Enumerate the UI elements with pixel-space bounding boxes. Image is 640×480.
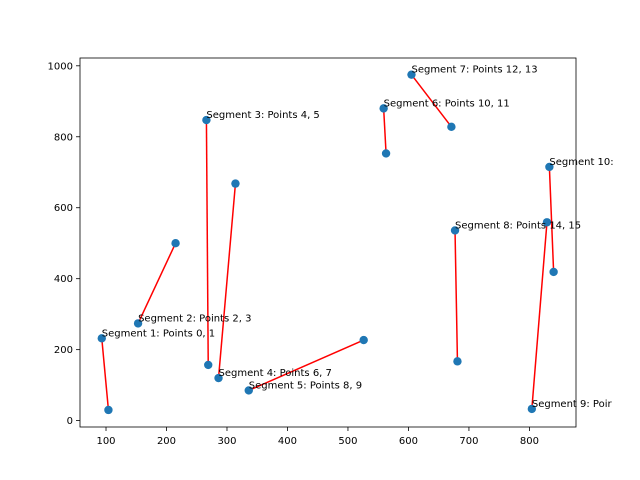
x-tick-label: 600 xyxy=(399,436,418,447)
data-point xyxy=(545,162,554,172)
segment-line xyxy=(205,120,209,365)
data-point xyxy=(381,149,391,158)
segment-line xyxy=(382,108,387,154)
segment-label: Segment 4: Points 6, 7 xyxy=(219,368,332,379)
y-axis: 0 200 400 600 800 1000 xyxy=(48,61,80,427)
segment-line xyxy=(531,222,548,409)
segment-label: Segment 8: Points 14, 15 xyxy=(455,220,581,231)
data-point xyxy=(204,360,213,370)
segment-line xyxy=(248,339,364,392)
segment-labels-layer: Segment 1: Points 0, 1 Segment 2: Points … xyxy=(102,65,614,410)
x-tick-label: 500 xyxy=(338,436,357,447)
data-point xyxy=(171,239,180,248)
segment-label: Segment 1: Points 0, 1 xyxy=(102,328,215,339)
plot-frame xyxy=(79,57,577,428)
x-tick-label: 700 xyxy=(459,436,478,447)
y-tick-label: 600 xyxy=(54,203,73,214)
points-layer xyxy=(97,70,558,415)
segment-label: Segment 6: Points 10, 11 xyxy=(384,98,510,109)
segment-line xyxy=(217,183,237,379)
y-tick-label: 200 xyxy=(54,345,73,356)
segments-layer xyxy=(101,74,555,411)
segment-line xyxy=(548,166,555,272)
data-point xyxy=(214,373,223,383)
data-point xyxy=(407,70,416,79)
x-tick-label: 100 xyxy=(96,436,115,447)
x-tick-label: 400 xyxy=(278,436,297,447)
segment-line xyxy=(101,338,110,411)
data-point xyxy=(379,104,388,113)
data-point xyxy=(450,226,460,235)
x-axis: 100 200 300 400 500 600 700 800 xyxy=(96,427,539,447)
segment-label: Segment 9: Poir xyxy=(532,399,613,410)
x-tick-label: 800 xyxy=(520,436,539,447)
x-tick-label: 300 xyxy=(217,436,236,447)
segment-label: Segment 2: Points 2, 3 xyxy=(138,313,251,324)
segment-line xyxy=(137,242,177,324)
x-tick-label: 200 xyxy=(157,436,176,447)
data-point xyxy=(244,386,253,395)
segment-label: Segment 7: Points 12, 13 xyxy=(411,65,537,76)
data-point xyxy=(202,115,211,125)
data-point xyxy=(453,357,462,366)
y-tick-label: 800 xyxy=(54,132,73,143)
data-point xyxy=(527,404,537,414)
segment-line xyxy=(410,74,452,128)
data-point xyxy=(231,179,240,188)
segment-label: Segment 10: xyxy=(549,157,613,168)
segment-label: Segment 5: Points 8, 9 xyxy=(249,380,362,391)
data-point xyxy=(542,218,552,227)
data-point xyxy=(133,319,143,328)
data-point xyxy=(447,122,456,132)
segment-label: Segment 3: Points 4, 5 xyxy=(206,110,319,121)
data-point xyxy=(104,405,113,415)
segment-line xyxy=(454,230,459,362)
y-tick-label: 400 xyxy=(54,274,73,285)
data-point xyxy=(97,334,106,343)
plot-area: Segment 1: Points 0, 1 Segment 2: Points … xyxy=(97,65,614,415)
y-tick-label: 0 xyxy=(67,416,73,427)
y-tick-label: 1000 xyxy=(48,61,73,72)
data-point xyxy=(549,267,558,277)
data-point xyxy=(359,335,368,345)
